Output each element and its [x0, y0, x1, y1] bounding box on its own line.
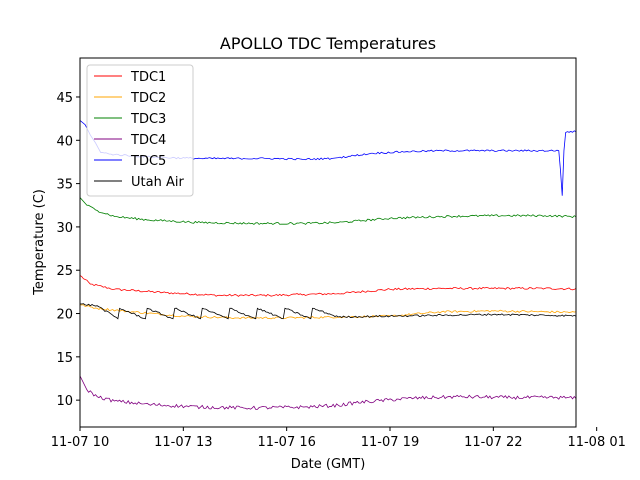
x-tick-label: 11-07 19	[361, 435, 419, 450]
y-tick-label: 30	[56, 221, 73, 236]
x-tick-label: 11-08 01	[567, 435, 625, 450]
legend-label: TDC3	[130, 112, 166, 127]
y-tick-label: 45	[56, 91, 73, 106]
x-axis-label: Date (GMT)	[291, 457, 366, 472]
y-tick-label: 15	[56, 351, 73, 366]
y-axis-label: Temperature (C)	[32, 189, 47, 296]
legend: TDC1 TDC2 TDC3 TDC4 TDC5 Utah Air	[86, 64, 194, 197]
chart-title: APOLLO TDC Temperatures	[220, 34, 436, 53]
legend-label: TDC5	[130, 154, 166, 169]
x-tick-label: 11-07 10	[51, 435, 109, 450]
x-tick-label: 11-07 22	[464, 435, 522, 450]
series-line-tdc5	[80, 120, 576, 196]
series-line-tdc4	[80, 375, 576, 410]
legend-label: TDC2	[130, 91, 166, 106]
legend-box	[86, 64, 194, 197]
y-tick-label: 20	[56, 308, 73, 323]
series-line-tdc2	[80, 304, 576, 320]
series-group	[80, 120, 576, 410]
y-tick-label: 25	[56, 264, 73, 279]
legend-label: TDC1	[130, 70, 166, 85]
y-tick-label: 35	[56, 178, 73, 193]
y-tick-label: 40	[56, 134, 73, 149]
x-tick-label: 11-07 13	[154, 435, 212, 450]
y-tick-label: 10	[56, 394, 73, 409]
axis-ticks: 11-07 10 11-07 13 11-07 16 11-07 19 11-07 22…	[51, 91, 626, 450]
legend-label: TDC4	[130, 133, 166, 148]
x-tick-label: 11-07 16	[257, 435, 315, 450]
series-line-tdc1	[80, 275, 576, 297]
plot-frame	[79, 57, 577, 428]
series-line-tdc3	[80, 197, 576, 225]
legend-label: Utah Air	[131, 175, 184, 190]
series-line-utah-air	[80, 303, 576, 320]
